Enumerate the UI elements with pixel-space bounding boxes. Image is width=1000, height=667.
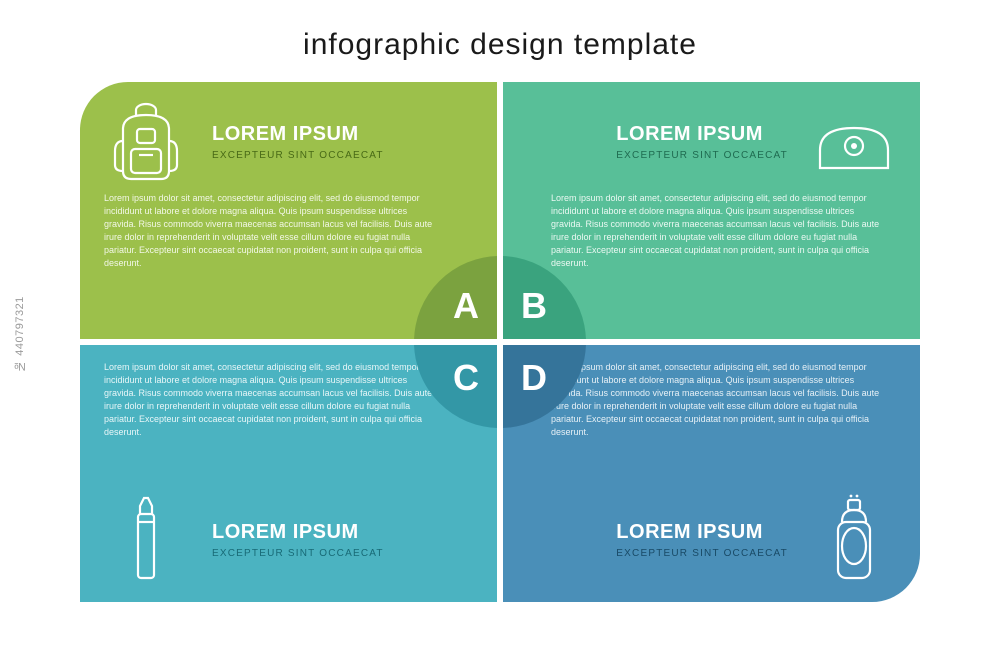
spraycan-icon xyxy=(812,498,896,582)
watermark: № 440797321 xyxy=(14,296,26,372)
panel-subtitle: EXCEPTEUR SINT OCCAECAT xyxy=(212,150,384,161)
panel-b: LOREM IPSUM EXCEPTEUR SINT OCCAECAT Lore… xyxy=(503,82,920,339)
panel-body: Lorem ipsum dolor sit amet, consectetur … xyxy=(527,345,907,449)
backpack-icon xyxy=(104,100,188,184)
panel-subtitle: EXCEPTEUR SINT OCCAECAT xyxy=(212,548,384,559)
panel-body: Lorem ipsum dolor sit amet, consectetur … xyxy=(80,345,460,449)
panel-subtitle: EXCEPTEUR SINT OCCAECAT xyxy=(616,548,788,559)
page-title: infographic design template xyxy=(0,28,1000,62)
panel-heading: LOREM IPSUM xyxy=(212,521,384,544)
panel-c: Lorem ipsum dolor sit amet, consectetur … xyxy=(80,345,497,602)
panel-subtitle: EXCEPTEUR SINT OCCAECAT xyxy=(616,150,788,161)
panel-heading: LOREM IPSUM xyxy=(616,521,788,544)
marker-icon xyxy=(104,498,188,582)
panel-heading: LOREM IPSUM xyxy=(212,123,384,146)
panel-body: Lorem ipsum dolor sit amet, consectetur … xyxy=(80,192,460,280)
panel-a: LOREM IPSUM EXCEPTEUR SINT OCCAECAT Lore… xyxy=(80,82,497,339)
panel-heading: LOREM IPSUM xyxy=(616,123,788,146)
infographic-grid: LOREM IPSUM EXCEPTEUR SINT OCCAECAT Lore… xyxy=(80,82,920,602)
spraycap-icon xyxy=(812,100,896,184)
panel-body: Lorem ipsum dolor sit amet, consectetur … xyxy=(527,192,907,280)
panel-d: Lorem ipsum dolor sit amet, consectetur … xyxy=(503,345,920,602)
